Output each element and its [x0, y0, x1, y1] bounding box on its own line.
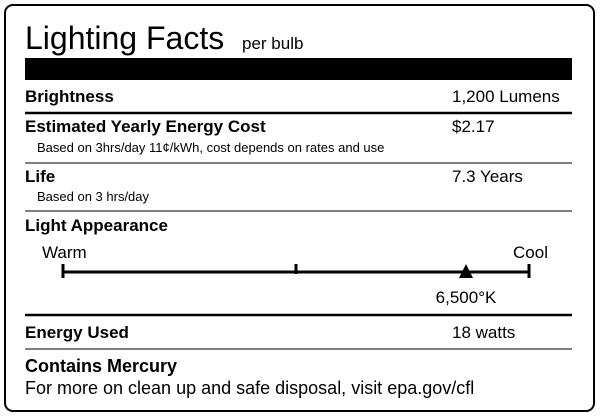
- scale-marker: [459, 264, 473, 278]
- header-bar: [25, 58, 572, 80]
- row-label: Energy Used: [25, 323, 129, 342]
- row-label: Estimated Yearly Energy Cost: [25, 117, 266, 136]
- row-label: Brightness: [25, 87, 114, 106]
- row-note: Based on 3 hrs/day: [37, 189, 150, 204]
- section-label: Light Appearance: [25, 216, 168, 235]
- scale-cool-label: Cool: [513, 243, 548, 262]
- footer-title: Contains Mercury: [25, 356, 177, 376]
- label-border: [4, 4, 595, 412]
- row-value: 1,200 Lumens: [452, 87, 560, 106]
- scale-marker-label: 6,500°K: [436, 288, 497, 307]
- label-subtitle: per bulb: [242, 34, 303, 53]
- label-title: Lighting Facts: [25, 20, 224, 56]
- scale-warm-label: Warm: [42, 243, 87, 262]
- row-note: Based on 3hrs/day 11¢/kWh, cost depends …: [37, 140, 384, 155]
- row-label: Life: [25, 167, 55, 186]
- footer-text: For more on clean up and safe disposal, …: [25, 378, 474, 398]
- row-value: $2.17: [452, 117, 495, 136]
- row-value: 7.3 Years: [452, 167, 523, 186]
- row-value: 18 watts: [452, 323, 515, 342]
- appearance-scale: [61, 264, 531, 278]
